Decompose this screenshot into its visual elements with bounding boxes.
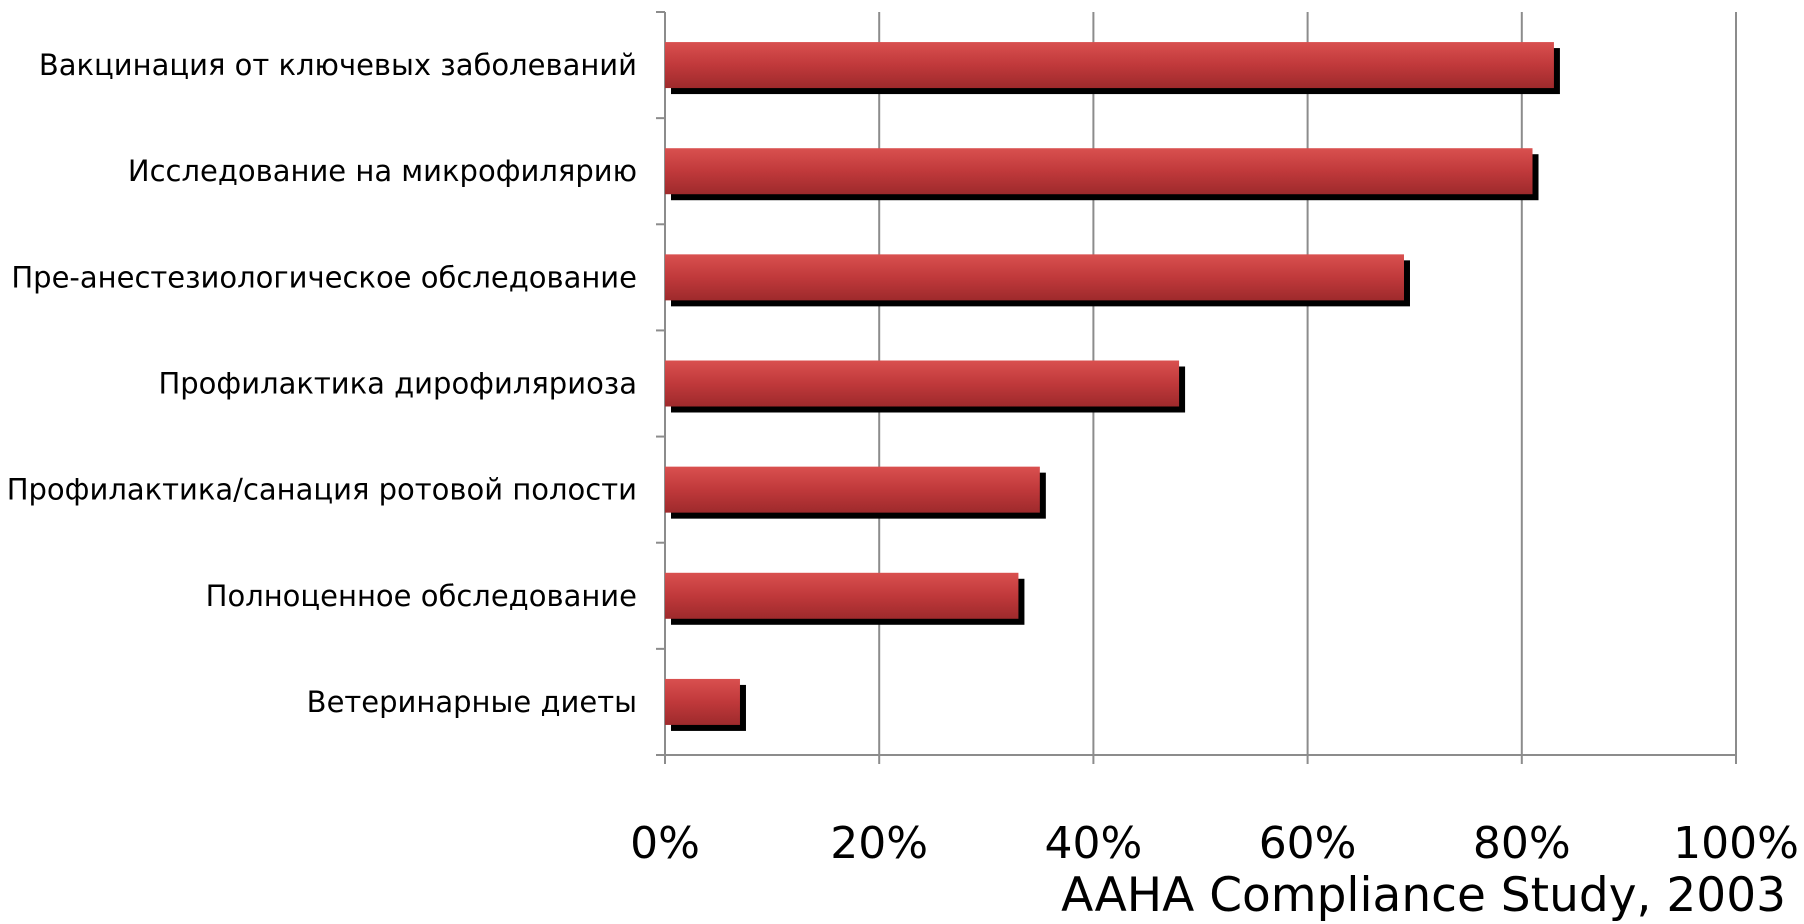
x-tick-label: 60% [1259,818,1357,869]
x-tick-labels: 0% 20% 40% 60% 80% 100% [630,818,1799,869]
category-label: Ветеринарные диеты [307,685,637,719]
x-tick-label: 80% [1473,818,1571,869]
source-caption: AAHA Compliance Study, 2003 [1061,868,1786,923]
x-tick-label: 100% [1673,818,1799,869]
category-label: Профилактика дирофиляриоза [158,367,637,401]
category-label: Профилактика/санация ротовой полости [7,473,637,507]
x-tick-label: 0% [630,818,700,869]
category-label: Вакцинация от ключевых заболеваний [39,48,637,82]
category-labels: Вакцинация от ключевых заболеваний Исслед… [7,48,637,719]
bar [665,360,1180,407]
bar [665,466,1040,513]
bars [665,42,1560,731]
category-label: Пре-анестезиологическое обследование [11,260,637,294]
x-tick-label: 20% [830,818,928,869]
category-label: Исследование на микрофилярию [128,154,637,188]
bar [665,148,1533,195]
bar [665,254,1404,301]
bar [665,572,1019,619]
bar [665,678,740,725]
gridlines [878,12,1737,755]
category-label: Полноценное обследование [206,579,637,613]
bar [665,42,1554,89]
x-tick-label: 40% [1045,818,1143,869]
